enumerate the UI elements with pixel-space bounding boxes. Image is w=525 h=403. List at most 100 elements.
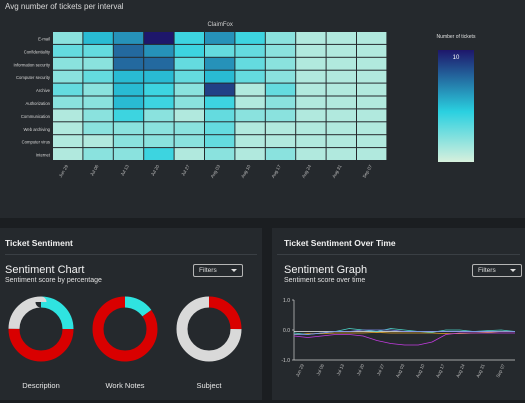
heatmap-cell[interactable] <box>113 96 144 109</box>
heatmap-cell[interactable] <box>53 109 83 122</box>
heatmap-cell[interactable] <box>296 96 326 109</box>
heatmap-cell[interactable] <box>326 135 356 148</box>
heatmap-cell[interactable] <box>326 122 356 135</box>
heatmap-cell[interactable] <box>144 83 174 96</box>
heatmap-cell[interactable] <box>235 70 265 83</box>
heatmap-cell[interactable] <box>235 96 265 109</box>
heatmap-cell[interactable] <box>205 122 235 135</box>
heatmap-cell[interactable] <box>296 70 326 83</box>
heatmap-cell[interactable] <box>357 122 387 135</box>
heatmap-cell[interactable] <box>326 109 356 122</box>
heatmap-cell[interactable] <box>113 148 144 160</box>
heatmap-cell[interactable] <box>235 148 265 160</box>
heatmap-cell[interactable] <box>235 57 265 70</box>
heatmap-cell[interactable] <box>265 44 296 57</box>
heatmap-cell[interactable] <box>53 96 83 109</box>
heatmap-cell[interactable] <box>144 57 174 70</box>
heatmap-cell[interactable] <box>53 70 83 83</box>
heatmap-cell[interactable] <box>205 109 235 122</box>
heatmap-cell[interactable] <box>235 83 265 96</box>
heatmap-cell[interactable] <box>205 135 235 148</box>
heatmap-cell[interactable] <box>265 70 296 83</box>
series-line[interactable] <box>293 332 515 346</box>
heatmap-cell[interactable] <box>205 57 235 70</box>
heatmap-cell[interactable] <box>296 57 326 70</box>
heatmap-cell[interactable] <box>113 109 144 122</box>
heatmap-cell[interactable] <box>53 44 83 57</box>
heatmap-cell[interactable] <box>113 122 144 135</box>
heatmap-cell[interactable] <box>326 32 356 44</box>
heatmap-cell[interactable] <box>83 44 113 57</box>
heatmap-cell[interactable] <box>144 70 174 83</box>
heatmap-cell[interactable] <box>205 148 235 160</box>
heatmap-cell[interactable] <box>144 122 174 135</box>
heatmap-cell[interactable] <box>83 96 113 109</box>
heatmap-cell[interactable] <box>205 70 235 83</box>
donut-slice[interactable] <box>8 296 74 362</box>
heatmap-cell[interactable] <box>357 96 387 109</box>
heatmap-cell[interactable] <box>296 32 326 44</box>
heatmap-cell[interactable] <box>83 32 113 44</box>
heatmap-cell[interactable] <box>174 135 204 148</box>
heatmap-cell[interactable] <box>265 32 296 44</box>
heatmap-cell[interactable] <box>296 135 326 148</box>
donut-slice[interactable] <box>8 296 74 362</box>
heatmap-cell[interactable] <box>326 44 356 57</box>
heatmap-cell[interactable] <box>144 32 174 44</box>
heatmap-cell[interactable] <box>357 148 387 160</box>
heatmap-cell[interactable] <box>235 135 265 148</box>
donut-slice[interactable] <box>92 296 158 362</box>
heatmap-cell[interactable] <box>144 44 174 57</box>
heatmap-cell[interactable] <box>357 32 387 44</box>
heatmap-cell[interactable] <box>235 44 265 57</box>
heatmap-cell[interactable] <box>326 96 356 109</box>
heatmap-cell[interactable] <box>296 83 326 96</box>
heatmap-cell[interactable] <box>174 83 204 96</box>
heatmap-cell[interactable] <box>357 70 387 83</box>
heatmap-cell[interactable] <box>113 135 144 148</box>
heatmap-cell[interactable] <box>53 57 83 70</box>
heatmap-cell[interactable] <box>83 135 113 148</box>
heatmap-cell[interactable] <box>265 109 296 122</box>
series-line[interactable] <box>294 329 515 335</box>
heatmap-cell[interactable] <box>53 83 83 96</box>
heatmap-cell[interactable] <box>144 109 174 122</box>
heatmap-cell[interactable] <box>296 148 326 160</box>
heatmap-cell[interactable] <box>113 57 144 70</box>
heatmap-cell[interactable] <box>265 83 296 96</box>
heatmap-cell[interactable] <box>174 32 204 44</box>
heatmap-cell[interactable] <box>144 96 174 109</box>
heatmap-cell[interactable] <box>265 122 296 135</box>
heatmap-cell[interactable] <box>83 83 113 96</box>
heatmap-cell[interactable] <box>357 109 387 122</box>
heatmap-cell[interactable] <box>83 70 113 83</box>
heatmap-cell[interactable] <box>357 135 387 148</box>
filters-dropdown[interactable]: Filters <box>472 264 522 277</box>
heatmap-cell[interactable] <box>265 57 296 70</box>
heatmap-cell[interactable] <box>53 135 83 148</box>
heatmap-cell[interactable] <box>326 148 356 160</box>
heatmap-cell[interactable] <box>357 83 387 96</box>
heatmap-cell[interactable] <box>296 122 326 135</box>
heatmap-cell[interactable] <box>205 32 235 44</box>
donut-slice[interactable] <box>176 296 242 362</box>
heatmap-cell[interactable] <box>83 57 113 70</box>
heatmap-cell[interactable] <box>174 109 204 122</box>
heatmap-cell[interactable] <box>235 109 265 122</box>
heatmap-cell[interactable] <box>296 109 326 122</box>
heatmap-cell[interactable] <box>205 83 235 96</box>
heatmap-cell[interactable] <box>326 70 356 83</box>
heatmap-cell[interactable] <box>83 148 113 160</box>
heatmap-cell[interactable] <box>326 57 356 70</box>
heatmap-cell[interactable] <box>174 122 204 135</box>
heatmap-cell[interactable] <box>144 148 174 160</box>
heatmap-cell[interactable] <box>83 109 113 122</box>
heatmap-cell[interactable] <box>174 44 204 57</box>
heatmap-cell[interactable] <box>174 57 204 70</box>
filters-dropdown[interactable]: Filters <box>193 264 243 277</box>
heatmap-cell[interactable] <box>326 83 356 96</box>
heatmap-cell[interactable] <box>205 96 235 109</box>
heatmap-cell[interactable] <box>235 32 265 44</box>
heatmap-cell[interactable] <box>174 96 204 109</box>
heatmap-cell[interactable] <box>357 57 387 70</box>
